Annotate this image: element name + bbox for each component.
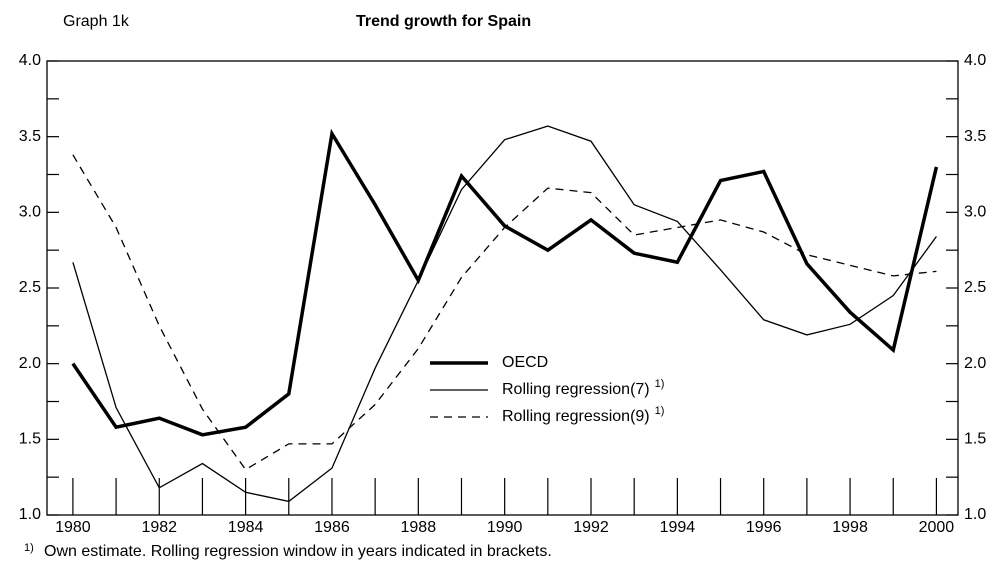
series-line bbox=[71, 128, 939, 437]
y2-tick-label: 1.5 bbox=[964, 431, 986, 448]
y-tick-label: 2.0 bbox=[19, 355, 41, 372]
legend-label: Rolling regression(7) bbox=[502, 381, 650, 398]
series-line bbox=[72, 154, 937, 471]
x-tick-label: 1984 bbox=[228, 519, 264, 536]
y2-tick-label: 2.5 bbox=[964, 279, 986, 296]
x-tick-label: 1998 bbox=[832, 519, 868, 536]
x-tick-label: 2000 bbox=[919, 519, 955, 536]
graph-label: Graph 1k bbox=[63, 13, 130, 30]
x-tick-label: 1996 bbox=[746, 519, 782, 536]
legend-note: 1) bbox=[655, 405, 665, 417]
y2-tick-label: 2.0 bbox=[964, 355, 986, 372]
legend-label: Rolling regression(9) bbox=[502, 408, 650, 425]
legend-label: OECD bbox=[502, 354, 548, 371]
x-tick-label: 1990 bbox=[487, 519, 523, 536]
chart-title: Trend growth for Spain bbox=[356, 13, 531, 30]
x-tick-label: 1994 bbox=[660, 519, 696, 536]
y-tick-label: 1.5 bbox=[19, 431, 41, 448]
footnote: Own estimate. Rolling regression window … bbox=[44, 543, 552, 560]
y-tick-label: 2.5 bbox=[19, 279, 41, 296]
plot-frame bbox=[46, 60, 959, 516]
x-tick-label: 1992 bbox=[573, 519, 609, 536]
y2-tick-label: 4.0 bbox=[964, 52, 986, 69]
y2-tick-label: 1.0 bbox=[964, 506, 986, 523]
y2-tick-label: 3.0 bbox=[964, 204, 986, 221]
x-tick-label: 1988 bbox=[401, 519, 437, 536]
y-tick-label: 3.0 bbox=[19, 204, 41, 221]
x-tick-label: 1986 bbox=[314, 519, 350, 536]
x-tick-label: 1980 bbox=[55, 519, 91, 536]
footnote-marker: 1) bbox=[24, 542, 34, 554]
x-tick-label: 1982 bbox=[141, 519, 177, 536]
legend-note: 1) bbox=[655, 378, 665, 390]
y2-tick-label: 3.5 bbox=[964, 128, 986, 145]
series-line bbox=[72, 125, 937, 503]
y-tick-label: 1.0 bbox=[19, 506, 41, 523]
y-tick-label: 4.0 bbox=[19, 52, 41, 69]
y-tick-label: 3.5 bbox=[19, 128, 41, 145]
